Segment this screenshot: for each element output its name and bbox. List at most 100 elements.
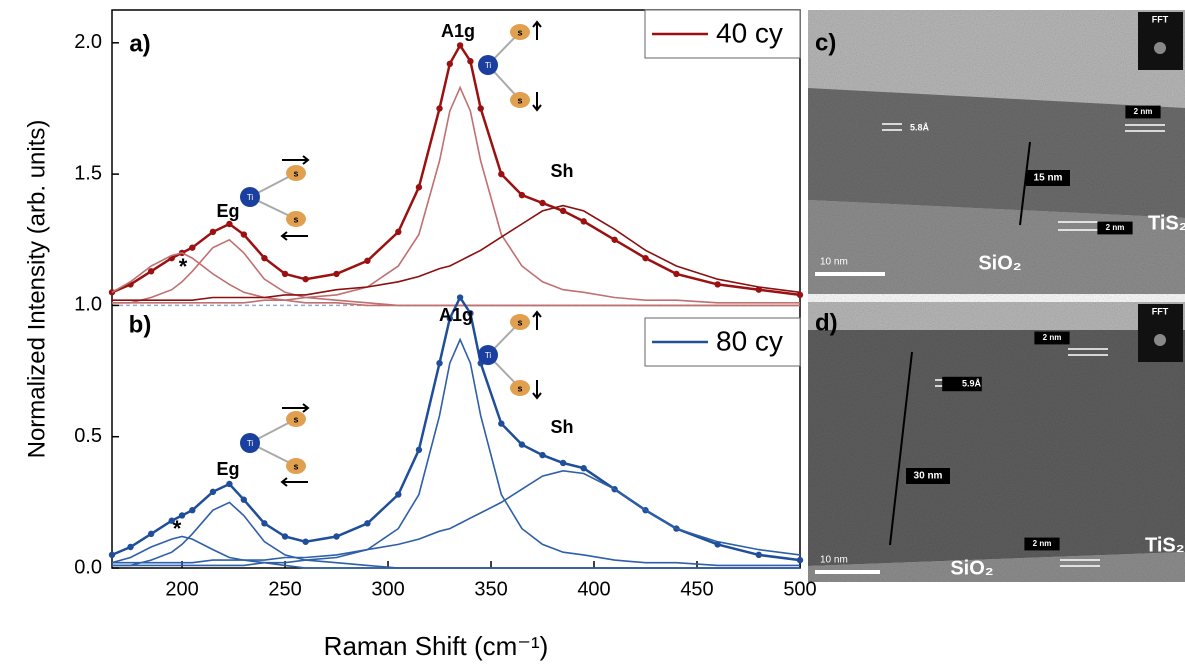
atom-label: s bbox=[293, 214, 298, 224]
fit-line bbox=[111, 42, 801, 297]
scale-tag bbox=[1034, 331, 1070, 345]
x-tick-label: 250 bbox=[268, 578, 301, 600]
legend-label: 40 cy bbox=[716, 17, 783, 48]
ti-atom bbox=[240, 187, 260, 207]
ti-atom bbox=[478, 55, 498, 75]
y-tick-label: 1.5 bbox=[74, 162, 102, 184]
x-tick-label: 200 bbox=[165, 578, 198, 600]
atom-label: s bbox=[517, 27, 522, 37]
ti-atom bbox=[240, 433, 260, 453]
x-tick-label: 350 bbox=[474, 578, 507, 600]
scale-tag bbox=[906, 468, 950, 484]
image-label: 15 nm bbox=[1034, 173, 1063, 184]
annotation: Eg bbox=[216, 201, 239, 221]
legend: 40 cy bbox=[644, 9, 801, 59]
x-tick-label: 450 bbox=[680, 578, 713, 600]
image-label: 5.8Å bbox=[910, 122, 930, 132]
atom-label: Ti bbox=[247, 439, 254, 448]
s-atom bbox=[286, 411, 306, 427]
x-tick-label: 500 bbox=[783, 578, 816, 600]
arrow bbox=[532, 380, 542, 400]
atom-label: Ti bbox=[485, 61, 492, 70]
component-line bbox=[112, 204, 801, 301]
s-atom bbox=[286, 165, 306, 181]
scale-tag bbox=[1024, 537, 1060, 551]
x-axis-title: Raman Shift (cm⁻¹) bbox=[324, 631, 549, 661]
arrow bbox=[280, 231, 308, 241]
annotation: Sh bbox=[550, 417, 573, 437]
image-label: 2 nm bbox=[1033, 539, 1052, 548]
image-label: 5.9Å bbox=[962, 378, 982, 388]
scale-tag bbox=[1125, 105, 1161, 119]
y-tick-label: 0.0 bbox=[74, 556, 102, 578]
arrow bbox=[532, 310, 542, 330]
image-label: TiS₂ bbox=[1145, 534, 1185, 556]
y-tick-label: 1.0 bbox=[74, 294, 102, 316]
image-label: 2 nm bbox=[1106, 223, 1125, 232]
image-label: SiO₂ bbox=[978, 252, 1021, 274]
data-point bbox=[796, 291, 804, 299]
scale-tag bbox=[942, 376, 982, 392]
atom-label: s bbox=[293, 461, 298, 471]
component-line bbox=[112, 501, 800, 569]
image-label: FFT bbox=[1152, 14, 1169, 24]
arrow bbox=[282, 403, 310, 413]
scale-tag bbox=[1097, 221, 1133, 235]
atom-label: s bbox=[517, 317, 522, 327]
s-atom bbox=[286, 458, 306, 474]
arrow bbox=[280, 477, 308, 487]
data-point bbox=[796, 556, 804, 564]
image-label: d) bbox=[815, 309, 838, 336]
ti-atom bbox=[478, 345, 498, 365]
atom-label: s bbox=[517, 95, 522, 105]
legend-label: 80 cy bbox=[716, 325, 783, 356]
y-axis-title: Normalized Intensity (arb. units) bbox=[23, 120, 50, 459]
x-tick-label: 300 bbox=[371, 578, 404, 600]
annotation: a) bbox=[129, 30, 150, 57]
mode-icon: Ti s s bbox=[478, 310, 542, 400]
image-label: 10 nm bbox=[820, 555, 848, 566]
atom-label: Ti bbox=[247, 193, 254, 202]
legend: 80 cy bbox=[644, 317, 801, 367]
y-tick-label: 0.5 bbox=[74, 425, 102, 447]
s-atom bbox=[510, 24, 530, 40]
image-label: 30 nm bbox=[914, 471, 943, 482]
atom-label: s bbox=[293, 168, 298, 178]
arrow bbox=[282, 155, 310, 165]
tem-images: c) FFT 5.8Å 15 nm 2 nm 2 nm TiS₂ SiO₂ 10 nm d) FFT… bbox=[808, 10, 1185, 582]
atom-label: s bbox=[517, 383, 522, 393]
annotation: Eg bbox=[216, 459, 239, 479]
component-line bbox=[112, 337, 800, 567]
annotation: * bbox=[179, 254, 188, 279]
annotation: * bbox=[173, 516, 182, 541]
image-label: c) bbox=[815, 29, 836, 56]
image-label: 2 nm bbox=[1134, 107, 1153, 116]
annotation: b) bbox=[129, 311, 152, 338]
scale-tag bbox=[1026, 170, 1070, 186]
s-atom bbox=[286, 211, 306, 227]
s-atom bbox=[510, 380, 530, 396]
atom-label: Ti bbox=[485, 351, 492, 360]
image-label: FFT bbox=[1152, 306, 1169, 316]
image-label: TiS₂ bbox=[1148, 212, 1185, 234]
annotation: A1g bbox=[441, 21, 475, 41]
component-line bbox=[112, 238, 800, 307]
image-label: 10 nm bbox=[820, 257, 848, 268]
plot-frame bbox=[111, 9, 801, 569]
arrow bbox=[532, 92, 542, 112]
annotation: Sh bbox=[550, 161, 573, 181]
s-atom bbox=[510, 314, 530, 330]
mode-icon: Ti s s bbox=[240, 155, 310, 241]
arrow bbox=[532, 20, 542, 40]
x-tick-label: 400 bbox=[577, 578, 610, 600]
image-label: SiO₂ bbox=[950, 557, 993, 579]
y-tick-label: 2.0 bbox=[74, 31, 102, 53]
mode-icon: Ti s s bbox=[478, 20, 542, 112]
component-line bbox=[112, 469, 801, 564]
s-atom bbox=[510, 92, 530, 108]
mode-icon: Ti s s bbox=[240, 403, 310, 487]
component-line bbox=[112, 85, 800, 304]
image-label: 2 nm bbox=[1043, 333, 1062, 342]
atom-label: s bbox=[293, 414, 298, 424]
